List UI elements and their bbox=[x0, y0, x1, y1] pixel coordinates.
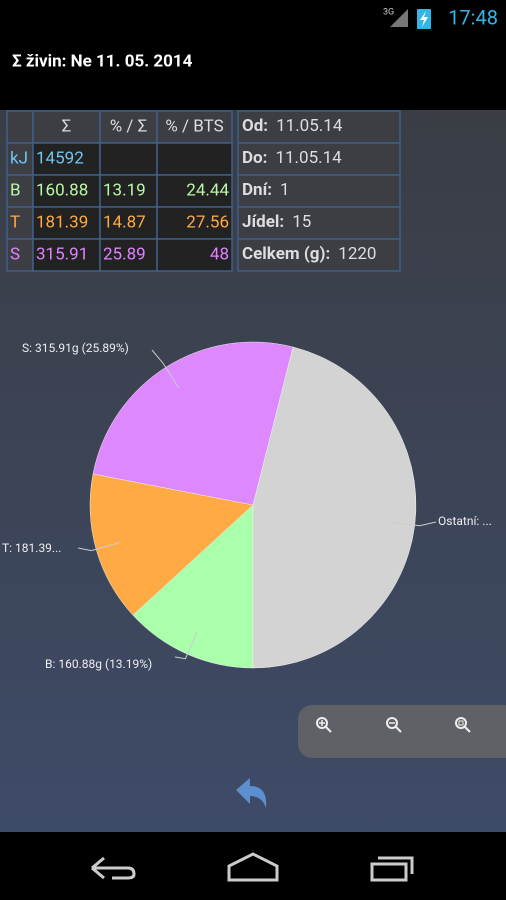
summary-row: Do: 11.05.14 bbox=[242, 148, 342, 168]
signal-icon bbox=[390, 9, 408, 27]
table-cell bbox=[99, 110, 158, 144]
table-cell bbox=[99, 142, 158, 176]
back-button[interactable] bbox=[236, 778, 267, 808]
row-label: T bbox=[10, 212, 20, 232]
slice-label: T: 181.39... bbox=[2, 541, 61, 555]
summary-row: Jídel: 15 bbox=[242, 212, 311, 232]
table-value: 14.87 bbox=[103, 212, 146, 232]
row-label: B bbox=[10, 180, 21, 200]
charging-icon bbox=[420, 11, 428, 27]
zoom-out-button[interactable] bbox=[386, 717, 402, 733]
table-value: 315.91 bbox=[36, 244, 88, 264]
summary-label: Dní: bbox=[242, 180, 272, 200]
summary-cell bbox=[237, 174, 401, 208]
leader-line bbox=[151, 349, 180, 389]
summary-row: Dní: 1 bbox=[242, 180, 290, 200]
row-label: S bbox=[10, 244, 20, 264]
column-header: % / BTS bbox=[165, 116, 223, 136]
summary-cell bbox=[237, 206, 401, 240]
zoom-reset-button[interactable] bbox=[455, 717, 471, 733]
slice-label: S: 315.91g (25.89%) bbox=[22, 341, 129, 355]
summary-label: Do: bbox=[242, 148, 267, 168]
summary-row: Celkem (g): 1220 bbox=[242, 244, 376, 264]
table-value: 48 bbox=[210, 244, 229, 264]
table-cell bbox=[156, 110, 233, 144]
table-cell bbox=[6, 206, 34, 240]
summary-label: Od: bbox=[242, 116, 268, 136]
table-cell bbox=[156, 142, 233, 176]
nav-back[interactable] bbox=[91, 856, 136, 880]
table-cell bbox=[156, 206, 233, 240]
leader-line bbox=[390, 521, 437, 527]
summary-value: 1 bbox=[280, 180, 290, 200]
network-type: 3G bbox=[383, 7, 394, 17]
summary-label: Celkem (g): bbox=[242, 244, 330, 264]
table-cell bbox=[99, 174, 158, 208]
nav-home[interactable] bbox=[227, 852, 279, 882]
nav-recents[interactable] bbox=[370, 856, 414, 882]
row-label: kJ bbox=[10, 148, 28, 168]
table-cell bbox=[6, 142, 34, 176]
table-cell bbox=[6, 174, 34, 208]
zoom-panel bbox=[298, 705, 506, 758]
table-cell bbox=[156, 174, 233, 208]
pie-chart: B: 160.88g (13.19%) T: 181.39... S: 315.91… bbox=[2, 341, 492, 671]
leader-line bbox=[174, 631, 198, 660]
table-value: 160.88 bbox=[36, 180, 88, 200]
summary-value: 1220 bbox=[338, 244, 376, 264]
slice-label: B: 160.88g (13.19%) bbox=[45, 657, 152, 671]
summary-cell bbox=[237, 110, 401, 144]
summary-label: Jídel: bbox=[242, 212, 284, 232]
zoom-in-button[interactable] bbox=[316, 717, 332, 733]
table-cell bbox=[156, 238, 233, 272]
table-cell bbox=[6, 110, 34, 144]
summary-value: 11.05.14 bbox=[276, 116, 343, 136]
screen-title: Σ živin: Ne 11. 05. 2014 bbox=[12, 51, 193, 71]
tables: Σ % / Σ % / BTS kJ 14592 B 160.88 13.19 24.44 T 18… bbox=[6, 110, 401, 272]
column-header: % / Σ bbox=[110, 116, 148, 136]
table-value: 24.44 bbox=[186, 180, 229, 200]
summary-value: 15 bbox=[292, 212, 311, 232]
summary-cell bbox=[237, 238, 401, 272]
slice-label: Ostatní: ... bbox=[438, 514, 492, 528]
table-cell bbox=[6, 238, 34, 272]
summary-value: 11.05.14 bbox=[275, 148, 342, 168]
table-cell bbox=[32, 238, 101, 272]
table-value: 14592 bbox=[36, 148, 84, 168]
table-value: 13.19 bbox=[103, 180, 146, 200]
summary-row: Od: 11.05.14 bbox=[242, 116, 343, 136]
table-value: 25.89 bbox=[103, 244, 146, 264]
column-header: Σ bbox=[62, 116, 72, 136]
table-value: 27.56 bbox=[186, 212, 229, 232]
leader-line bbox=[77, 542, 120, 552]
table-value: 181.39 bbox=[36, 212, 88, 232]
summary-cell bbox=[237, 142, 401, 176]
clock: 17:48 bbox=[448, 5, 498, 29]
